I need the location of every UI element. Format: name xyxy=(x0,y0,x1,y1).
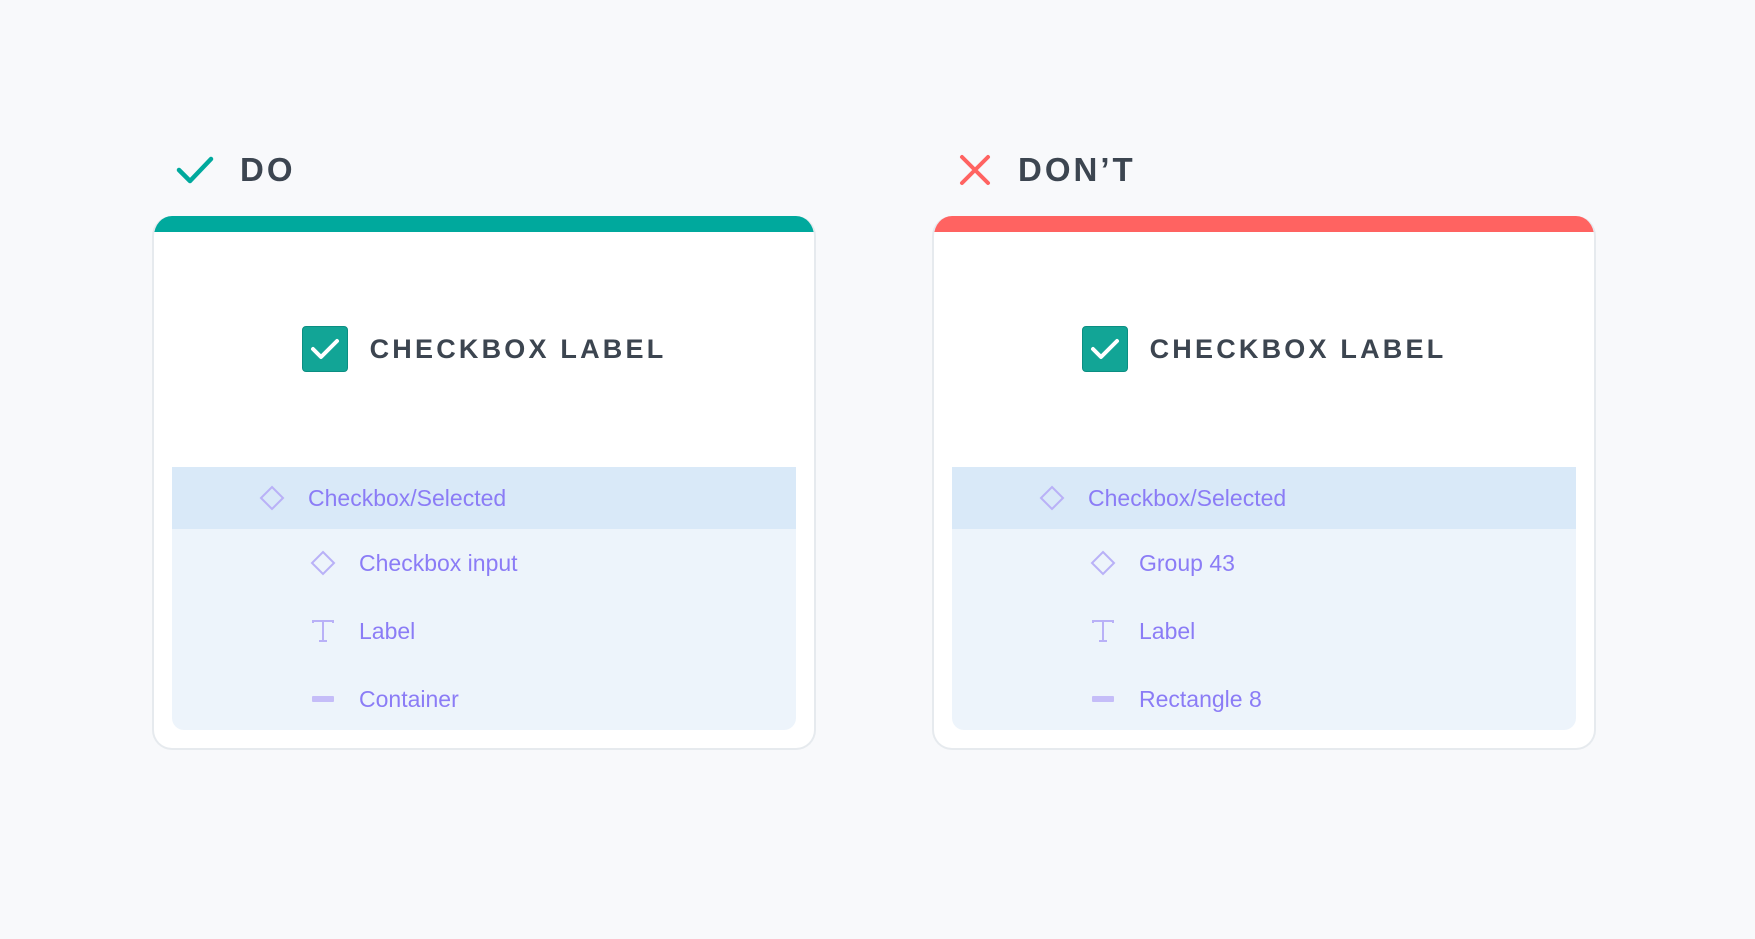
layer-label: Rectangle 8 xyxy=(1139,685,1262,712)
checkbox-example: CHECKBOX LABEL xyxy=(934,326,1594,372)
do-card: CHECKBOX LABEL Checkbox/Selected Checkbo… xyxy=(152,216,816,750)
checkmark-icon xyxy=(1090,339,1119,359)
layer-row[interactable]: Container xyxy=(172,665,796,733)
component-icon xyxy=(1038,484,1066,512)
text-icon xyxy=(1089,617,1117,645)
checkbox-label: CHECKBOX LABEL xyxy=(1149,333,1447,364)
layers-panel: Checkbox/Selected Checkbox input Label C… xyxy=(172,467,796,730)
checkbox-example: CHECKBOX LABEL xyxy=(154,326,814,372)
layer-row[interactable]: Checkbox/Selected xyxy=(952,467,1576,529)
layer-label: Checkbox input xyxy=(359,549,518,576)
layer-row[interactable]: Label xyxy=(952,597,1576,665)
dont-card: CHECKBOX LABEL Checkbox/Selected Group 4… xyxy=(932,216,1596,750)
layer-row[interactable]: Rectangle 8 xyxy=(952,665,1576,733)
layer-label: Label xyxy=(1139,617,1196,644)
do-accent-bar xyxy=(154,216,814,232)
layer-row[interactable]: Checkbox/Selected xyxy=(172,467,796,529)
layers-panel: Checkbox/Selected Group 43 Label Rectang… xyxy=(952,467,1576,730)
layer-row[interactable]: Label xyxy=(172,597,796,665)
dont-accent-bar xyxy=(934,216,1594,232)
component-icon xyxy=(309,549,337,577)
do-heading: DO xyxy=(176,148,296,192)
layer-label: Group 43 xyxy=(1139,549,1235,576)
layer-label: Label xyxy=(359,617,416,644)
checkmark-icon xyxy=(310,339,339,359)
x-icon xyxy=(960,155,990,185)
check-icon xyxy=(176,156,214,184)
do-title: DO xyxy=(240,151,296,188)
checkbox[interactable] xyxy=(301,326,348,372)
component-icon xyxy=(258,484,286,512)
layer-row[interactable]: Group 43 xyxy=(952,529,1576,597)
component-icon xyxy=(1089,549,1117,577)
text-icon xyxy=(309,617,337,645)
checkbox-label: CHECKBOX LABEL xyxy=(369,333,667,364)
layer-label: Checkbox/Selected xyxy=(308,484,507,511)
rectangle-icon xyxy=(1089,685,1117,713)
rectangle-icon xyxy=(309,685,337,713)
dont-heading: DON’T xyxy=(958,148,1136,192)
checkbox[interactable] xyxy=(1081,326,1128,372)
layer-row[interactable]: Checkbox input xyxy=(172,529,796,597)
dont-title: DON’T xyxy=(1018,151,1136,188)
layer-label: Container xyxy=(359,685,459,712)
layer-label: Checkbox/Selected xyxy=(1088,484,1287,511)
